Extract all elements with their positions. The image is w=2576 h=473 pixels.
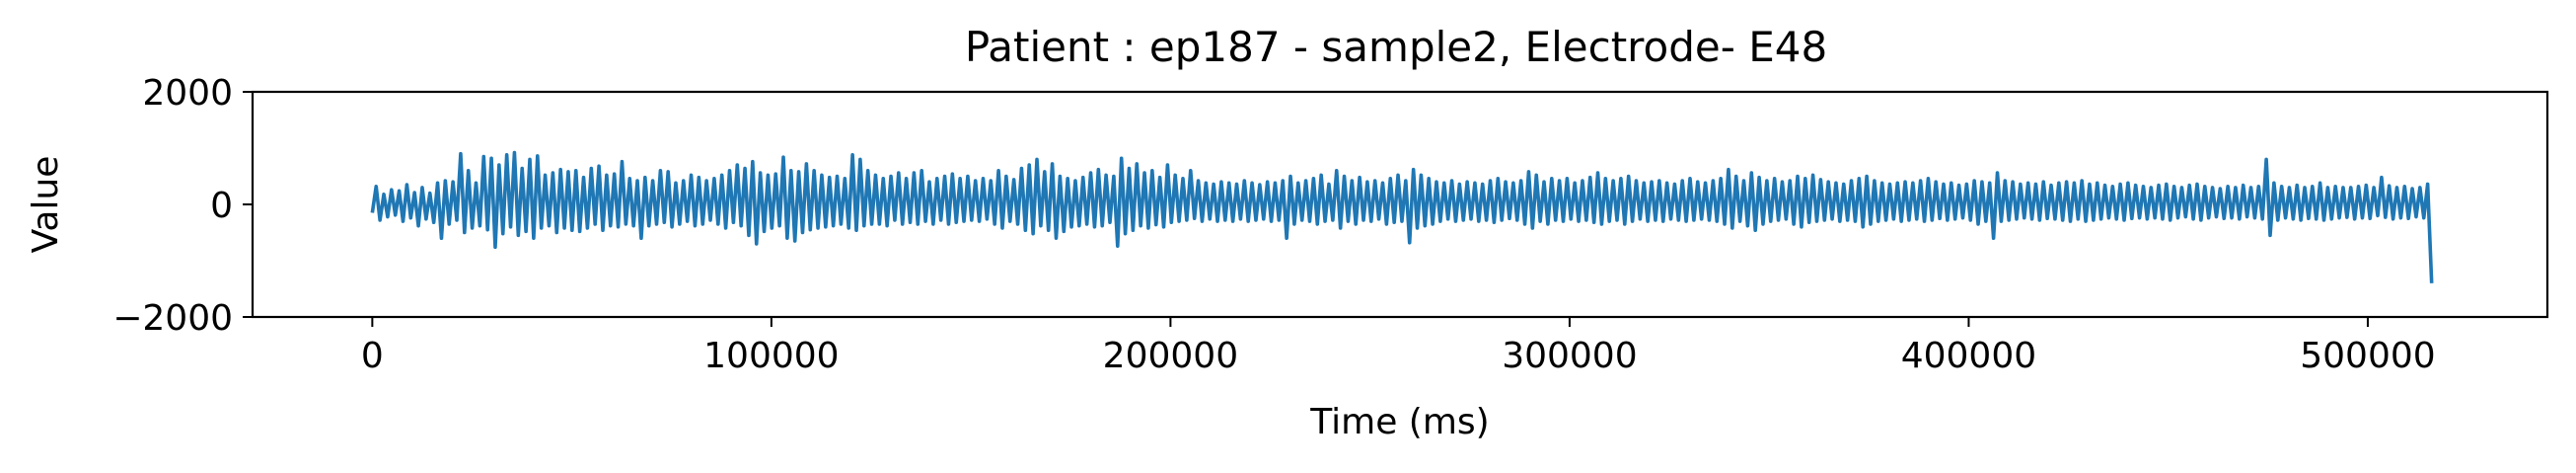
x-axis: 0 100000 200000 300000 400000 500000 bbox=[361, 317, 2436, 376]
y-tick-label: 0 bbox=[210, 186, 233, 226]
x-tick-label: 400000 bbox=[1901, 336, 2036, 376]
x-tick-label: 300000 bbox=[1502, 336, 1637, 376]
x-axis-label: Time (ms) bbox=[1309, 402, 1489, 442]
y-axis-label: Value bbox=[26, 156, 66, 254]
series-line-1 bbox=[370, 150, 2434, 283]
y-tick-label: 2000 bbox=[142, 73, 233, 114]
y-tick-label: −2000 bbox=[112, 298, 233, 339]
axes-frame bbox=[251, 90, 2549, 319]
x-tick-label: 100000 bbox=[703, 336, 839, 376]
plot-area bbox=[370, 150, 2434, 283]
x-tick-label: 500000 bbox=[2300, 336, 2435, 376]
x-tick-label: 0 bbox=[361, 336, 384, 376]
chart-title: Patient : ep187 - sample2, Electrode- E4… bbox=[965, 23, 1827, 71]
x-tick-label: 200000 bbox=[1103, 336, 1238, 376]
y-axis: −2000 0 2000 bbox=[112, 73, 253, 339]
